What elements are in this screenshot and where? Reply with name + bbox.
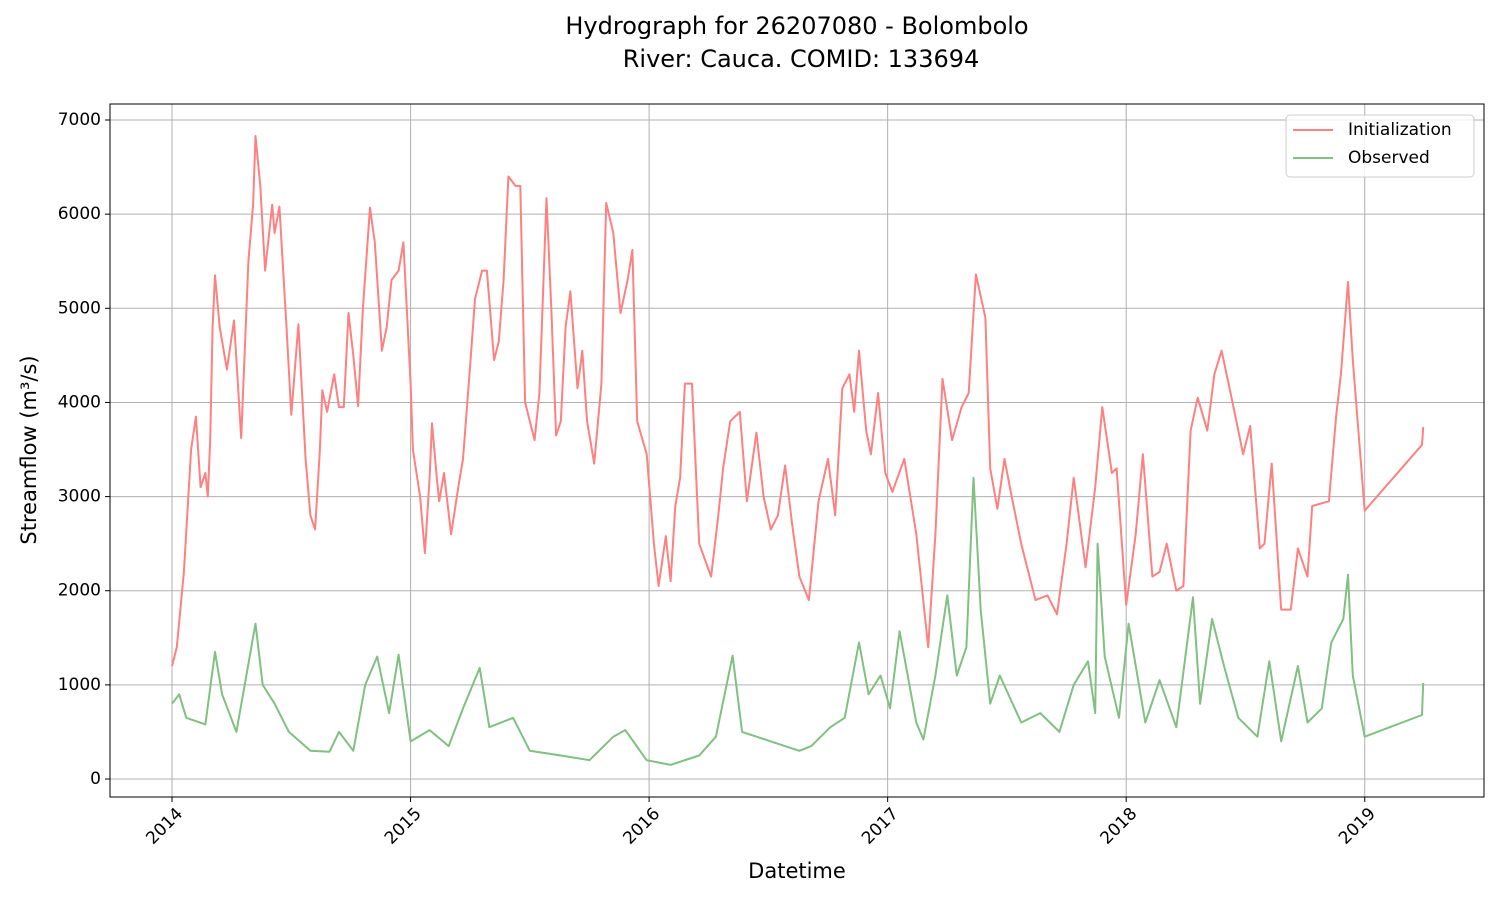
- y-tick-label: 3000: [58, 487, 101, 507]
- x-tick-label: 2016: [619, 804, 664, 849]
- series-line: [171, 135, 1425, 667]
- y-tick-label: 4000: [58, 392, 101, 412]
- x-tick-label: 2018: [1097, 804, 1142, 849]
- y-tick-label: 2000: [58, 581, 101, 601]
- legend-label: Initialization: [1348, 120, 1452, 140]
- legend: Initialization Observed: [1285, 114, 1475, 178]
- legend-label: Observed: [1348, 148, 1430, 168]
- x-tick-label: 2014: [142, 804, 187, 849]
- chart-title: Hydrograph for 26207080 - Bolombolo: [565, 12, 1028, 40]
- plot-frame: [109, 103, 1485, 798]
- y-tick-label: 5000: [58, 298, 101, 318]
- y-tick-label: 6000: [58, 204, 101, 224]
- chart-subtitle: River: Cauca. COMID: 133694: [623, 45, 980, 73]
- x-axis-label: Datetime: [748, 859, 846, 883]
- y-tick-label: 0: [90, 769, 101, 789]
- x-tick-label: 2019: [1335, 804, 1380, 849]
- series-line: [171, 476, 1425, 766]
- y-tick-label: 1000: [58, 675, 101, 695]
- x-tick-label: 2015: [381, 804, 426, 849]
- y-axis-label: Streamflow (m³/s): [17, 355, 41, 544]
- x-tick-label: 2017: [858, 804, 903, 849]
- y-tick-label: 7000: [58, 110, 101, 130]
